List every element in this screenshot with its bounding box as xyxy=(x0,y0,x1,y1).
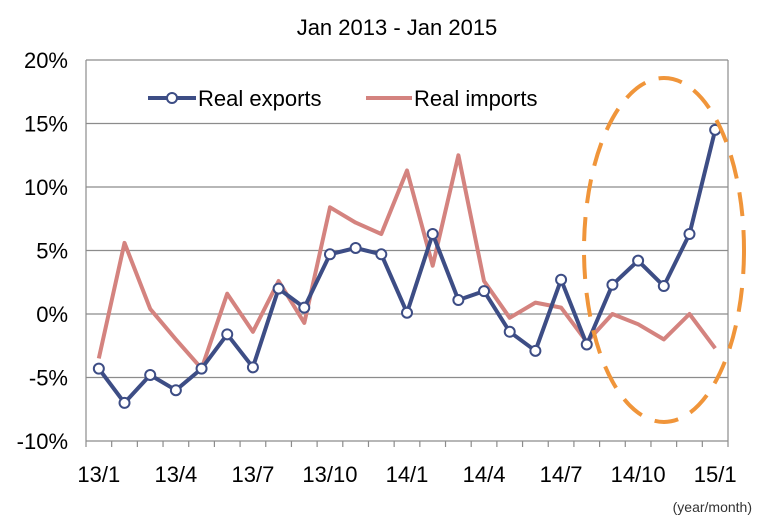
legend-label-real-imports: Real imports xyxy=(414,86,537,111)
y-tick-label: -5% xyxy=(29,366,68,391)
x-tick-label: 13/1 xyxy=(77,462,120,487)
x-tick-label: 14/10 xyxy=(611,462,666,487)
x-unit-label: (year/month) xyxy=(673,499,752,515)
real-exports-point xyxy=(118,396,131,409)
x-tick-label: 14/1 xyxy=(386,462,429,487)
y-axis-ticks: 20% 15% 10% 5% 0% -5% -10% xyxy=(17,48,68,454)
y-tick-label: 0% xyxy=(36,302,68,327)
x-tick-label: 13/10 xyxy=(302,462,357,487)
data-series xyxy=(92,123,722,409)
real-exports-point xyxy=(195,362,208,375)
real-exports-point xyxy=(221,328,234,341)
y-tick-label: 15% xyxy=(24,112,68,137)
real-exports-point xyxy=(657,280,670,293)
x-tick-label: 13/4 xyxy=(154,462,197,487)
real-exports-point xyxy=(144,368,157,381)
x-tick-label: 13/7 xyxy=(232,462,275,487)
real-exports-point xyxy=(632,254,645,267)
real-exports-point xyxy=(555,273,568,286)
real-exports-point xyxy=(503,325,516,338)
real-exports-point xyxy=(272,282,285,295)
real-exports-point xyxy=(349,241,362,254)
real-exports-point xyxy=(323,248,336,261)
y-tick-label: 20% xyxy=(24,48,68,73)
legend: Real exports Real imports xyxy=(148,86,537,111)
real-exports-point xyxy=(375,248,388,261)
real-exports-point xyxy=(401,306,413,319)
legend-label-real-exports: Real exports xyxy=(198,86,322,111)
highlight-ellipse xyxy=(582,76,746,424)
x-tick-label: 15/1 xyxy=(694,462,737,487)
gridlines xyxy=(85,59,729,447)
x-tick-label: 14/7 xyxy=(540,462,583,487)
real-exports-point xyxy=(169,384,182,397)
y-tick-label: 10% xyxy=(24,175,68,200)
real-exports-point xyxy=(246,361,259,374)
real-exports-point xyxy=(478,285,491,298)
y-tick-label: 5% xyxy=(36,239,68,264)
legend-marker-real-exports xyxy=(166,92,178,104)
real-exports-point xyxy=(426,227,439,240)
x-tick-label: 14/4 xyxy=(463,462,506,487)
real-exports-point xyxy=(580,338,593,351)
real-exports-point xyxy=(683,227,696,240)
chart-title: Jan 2013 - Jan 2015 xyxy=(297,15,498,40)
x-axis-ticks: 13/1 13/4 13/7 13/10 14/1 14/4 14/7 14/10 15/1 xyxy=(77,462,736,487)
real-exports-point xyxy=(452,294,465,307)
real-exports-point xyxy=(529,344,542,357)
real-exports-point xyxy=(298,301,311,314)
real-exports-point xyxy=(92,362,105,375)
real-exports-point xyxy=(606,278,619,291)
y-tick-label: -10% xyxy=(17,429,68,454)
